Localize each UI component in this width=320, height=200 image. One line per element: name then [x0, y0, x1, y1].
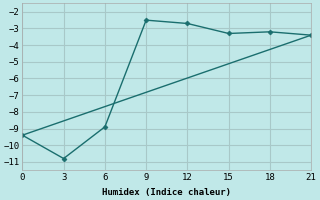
X-axis label: Humidex (Indice chaleur): Humidex (Indice chaleur): [102, 188, 231, 197]
